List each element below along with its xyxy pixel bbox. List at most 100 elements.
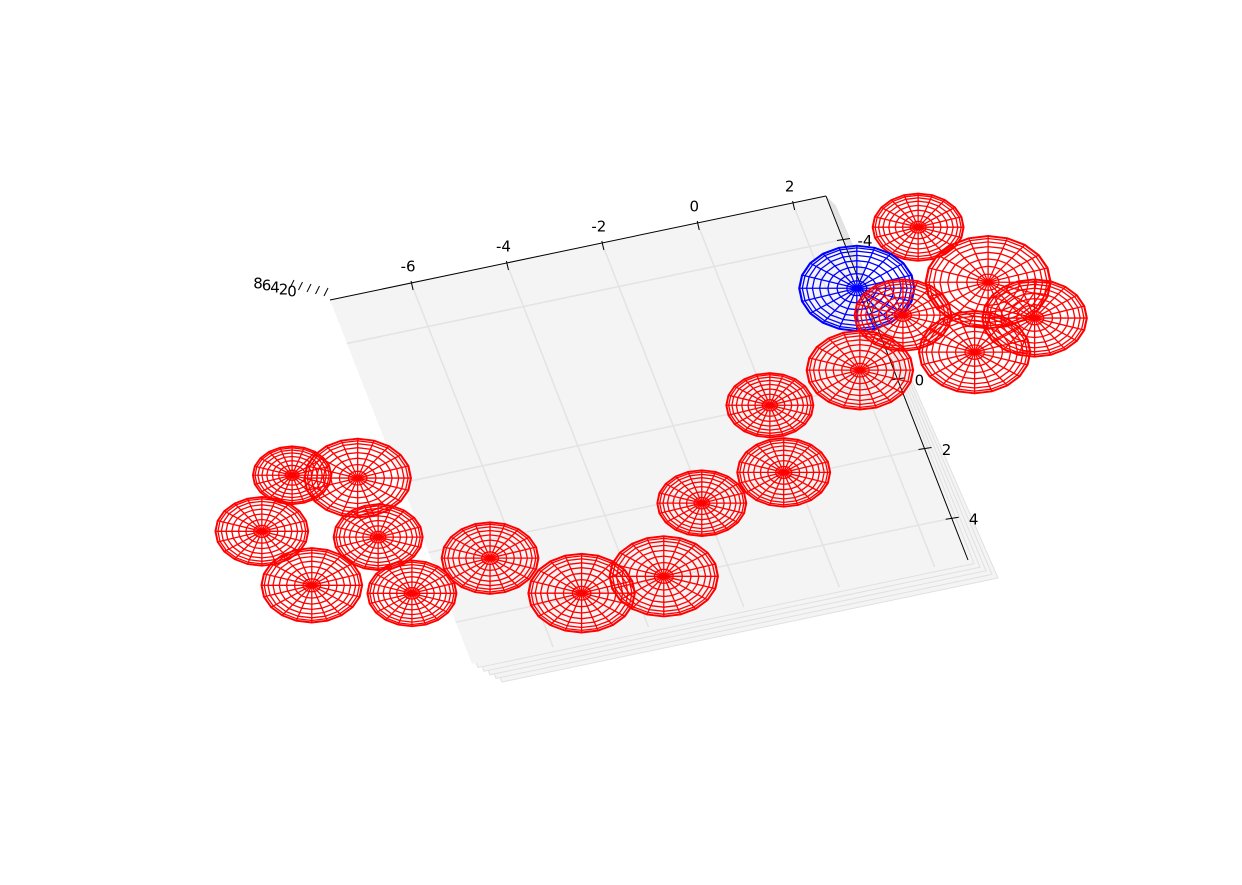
meridian: [745, 471, 785, 494]
meridian: [217, 530, 263, 543]
meridian: [917, 226, 956, 248]
sphere: [853, 278, 953, 352]
meridian: [739, 461, 784, 474]
z-tick-label: 4: [270, 279, 280, 297]
meridian: [233, 530, 263, 560]
meridian: [217, 520, 263, 532]
meridian: [987, 237, 1009, 283]
meridian: [816, 346, 861, 371]
meridian: [631, 575, 665, 610]
meridian: [856, 253, 892, 289]
meridian: [246, 531, 263, 565]
meridian: [311, 549, 329, 586]
meridian: [311, 585, 329, 622]
meridian: [838, 247, 858, 289]
sphere: [527, 552, 636, 634]
meridian: [974, 312, 993, 353]
meridian: [769, 404, 785, 437]
sphere: [656, 469, 748, 537]
meridian: [987, 267, 1049, 283]
meridian: [783, 471, 822, 494]
meridian: [291, 474, 325, 493]
meridian: [808, 357, 861, 371]
meridian: [936, 254, 989, 283]
meridian: [375, 592, 413, 614]
meridian: [611, 575, 664, 590]
meridian: [385, 566, 413, 594]
meridian: [1034, 317, 1085, 331]
meridian: [755, 443, 785, 473]
meridian: [856, 303, 904, 316]
meridian: [295, 549, 313, 586]
meridian: [411, 592, 439, 621]
meridian: [880, 206, 919, 228]
meridian: [928, 281, 989, 298]
meridian: [291, 474, 316, 500]
meridian: [987, 254, 1040, 283]
meridian: [968, 237, 989, 283]
meridian: [489, 557, 520, 588]
grid-line: [346, 238, 844, 345]
meridian: [411, 573, 449, 594]
meridian: [340, 477, 359, 517]
meridian: [489, 557, 506, 593]
meridian: [291, 451, 316, 476]
meridian: [842, 332, 861, 371]
meridian: [489, 528, 520, 559]
meridian: [768, 439, 785, 473]
meridian: [581, 592, 626, 618]
meridian: [974, 351, 1021, 378]
meridian: [665, 483, 703, 504]
meridian: [474, 557, 491, 593]
meridian: [663, 575, 716, 590]
meridian: [728, 394, 771, 406]
meridian: [734, 385, 771, 406]
y-tick-label: 4: [969, 511, 979, 529]
ring: [527, 552, 636, 634]
meridian: [902, 293, 943, 316]
meridian: [950, 244, 989, 283]
meridian: [874, 226, 919, 239]
meridian: [838, 287, 858, 330]
meridian: [1033, 280, 1052, 319]
meridian: [863, 293, 904, 316]
x-tick-label: 2: [785, 178, 795, 196]
meridian: [411, 582, 455, 594]
meridian: [928, 327, 975, 353]
meridian: [701, 492, 745, 504]
meridian: [859, 369, 892, 403]
meridian: [357, 465, 409, 479]
meridian: [859, 332, 878, 371]
meridian: [674, 475, 703, 504]
meridian: [397, 593, 413, 626]
meridian: [357, 477, 390, 511]
z-tick: [323, 287, 329, 297]
meridian: [663, 537, 682, 577]
meridian: [921, 351, 975, 366]
meridian: [674, 502, 703, 531]
z-tick: [298, 281, 303, 291]
meridian: [783, 439, 799, 473]
meridian: [357, 445, 390, 479]
z-tick-label: 6: [262, 277, 272, 295]
meridian: [450, 536, 491, 559]
meridian: [233, 502, 263, 532]
meridian: [991, 294, 1035, 319]
meridian: [261, 502, 290, 532]
meridian: [537, 569, 582, 594]
meridian: [769, 404, 806, 425]
meridian: [902, 280, 919, 316]
grid-line: [401, 378, 898, 484]
meridian: [768, 472, 785, 506]
meridian: [974, 338, 1029, 353]
z-tick: [289, 279, 295, 289]
z-tick: [306, 283, 312, 293]
meridian: [808, 369, 861, 384]
meridian: [783, 471, 812, 501]
meridian: [1003, 286, 1036, 319]
meridian: [385, 592, 413, 621]
meridian: [743, 404, 771, 432]
meridian: [974, 351, 993, 392]
meridian: [663, 551, 709, 577]
meridian: [377, 536, 405, 565]
